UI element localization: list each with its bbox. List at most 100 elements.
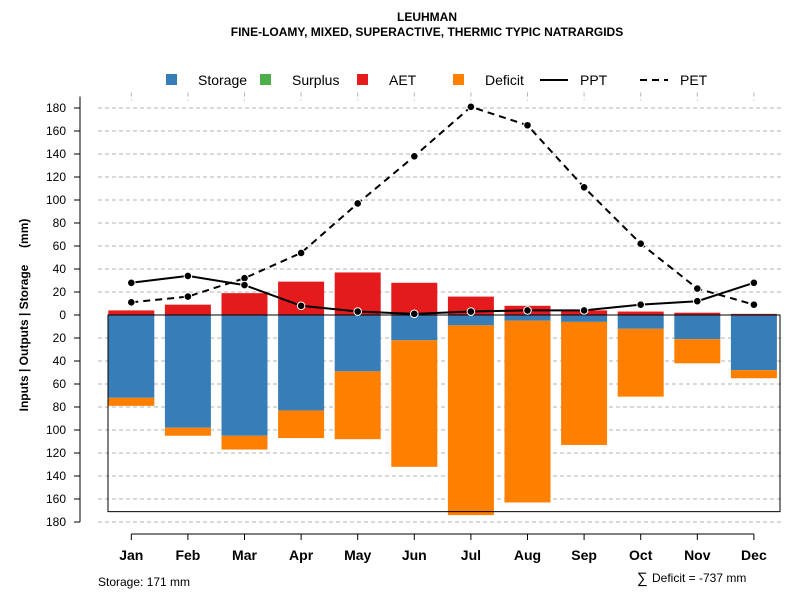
deficit-symbol: ∑	[637, 570, 648, 587]
pet-point	[749, 300, 759, 309]
y-tick-label: 120	[46, 170, 66, 184]
bars	[108, 272, 777, 516]
legend-swatch	[166, 74, 177, 85]
y-axis-label: Inputs | Outputs | Storage (mm)	[17, 219, 31, 412]
storage-bar	[561, 315, 608, 322]
storage-bar	[334, 315, 381, 372]
y-tick-label: 180	[46, 101, 66, 115]
deficit-annotation: Deficit = -737 mm	[652, 571, 746, 585]
deficit-bar	[730, 370, 777, 379]
pet-point	[183, 292, 193, 301]
legend-label: Storage	[198, 72, 247, 88]
deficit-bar	[504, 320, 551, 503]
storage-bar	[504, 315, 551, 321]
x-tick-label: Nov	[684, 547, 711, 563]
aet-bar	[221, 293, 268, 315]
ppt-point	[579, 306, 589, 315]
storage-bar	[617, 315, 664, 329]
x-tick-label: Feb	[175, 547, 200, 563]
ppt-line	[131, 274, 755, 315]
storage-bar	[221, 315, 268, 436]
ppt-point	[183, 271, 193, 281]
storage-bar	[108, 315, 155, 398]
deficit-bar	[561, 321, 608, 445]
pet-point	[636, 239, 646, 248]
y-tick-label: 40	[53, 354, 67, 368]
y-tick-label: 100	[46, 423, 66, 437]
pet-point	[296, 248, 306, 258]
deficit-bar	[164, 427, 211, 436]
legend-label: PET	[680, 72, 708, 88]
y-axis: 180 160 140 120 100 80 60 40 20 0 20 40 60 80 100 120 14…	[46, 96, 81, 529]
y-tick-label: 80	[53, 400, 67, 414]
y-tick-label: 40	[53, 262, 67, 276]
deficit-bar	[221, 435, 268, 450]
storage-bar	[674, 315, 721, 340]
y-tick-label: 0	[59, 308, 66, 322]
pet-point	[466, 102, 476, 112]
legend-swatch	[260, 74, 271, 85]
pet-point	[579, 183, 589, 192]
pet-point	[353, 199, 363, 208]
chart-subtitle: FINE-LOAMY, MIXED, SUPERACTIVE, THERMIC …	[231, 25, 623, 39]
y-tick-label: 120	[46, 446, 66, 460]
ppt-point	[240, 280, 249, 290]
gridlines	[98, 92, 782, 523]
y-tick-label: 160	[46, 124, 66, 138]
pet-point	[127, 298, 136, 307]
storage-bar	[164, 315, 211, 428]
deficit-bar	[108, 397, 155, 406]
storage-bar	[278, 315, 325, 411]
x-axis: Jan Feb Mar Apr May Jun Jul Aug Sep Oct Nov Dec	[119, 533, 767, 563]
aet-bar	[617, 311, 664, 315]
deficit-bar	[278, 410, 325, 439]
y-tick-label: 60	[53, 239, 67, 253]
y-tick-label: 140	[46, 147, 66, 161]
pet-point	[523, 120, 532, 130]
aet-bar	[730, 313, 777, 315]
x-tick-label: May	[344, 547, 371, 563]
deficit-bar	[617, 328, 664, 397]
legend-swatch	[453, 74, 464, 85]
legend-label: AET	[389, 72, 417, 88]
storage-bar	[391, 315, 438, 341]
legend-label: Deficit	[485, 72, 524, 88]
y-tick-label: 20	[53, 331, 67, 345]
aet-bar	[674, 312, 721, 315]
x-tick-label: Apr	[289, 547, 314, 563]
y-tick-label: 160	[46, 492, 66, 506]
ppt-point	[523, 306, 532, 315]
ppt-point	[693, 296, 702, 306]
ppt-point	[466, 307, 476, 316]
storage-annotation: Storage: 171 mm	[98, 575, 190, 589]
ppt-point	[296, 301, 306, 311]
x-tick-label: Dec	[741, 547, 767, 563]
deficit-bar	[447, 325, 494, 516]
y-tick-label: 20	[53, 285, 67, 299]
x-tick-label: Oct	[629, 547, 653, 563]
legend: Storage Surplus AET Deficit PPT PET	[166, 72, 708, 88]
deficit-bar	[391, 340, 438, 467]
pet-line	[131, 105, 755, 306]
storage-bar	[447, 315, 494, 326]
pet-point	[410, 152, 419, 161]
legend-swatch	[357, 74, 368, 85]
ppt-point	[410, 309, 419, 319]
chart-title: LEUHMAN	[397, 10, 457, 24]
y-tick-label: 80	[53, 216, 67, 230]
pet-point	[693, 284, 702, 293]
y-tick-label: 180	[46, 515, 66, 529]
ppt-point	[636, 300, 646, 309]
storage-bar	[730, 315, 777, 371]
ppt-point	[127, 278, 136, 288]
legend-label: PPT	[580, 72, 608, 88]
storage-capacity-box	[107, 314, 781, 513]
y-tick-label: 140	[46, 469, 66, 483]
ppt-point	[749, 278, 759, 288]
x-tick-label: Sep	[571, 547, 597, 563]
lines	[127, 102, 759, 319]
aet-bar	[164, 304, 211, 315]
aet-bar	[108, 310, 155, 315]
x-tick-label: Jul	[461, 547, 481, 563]
